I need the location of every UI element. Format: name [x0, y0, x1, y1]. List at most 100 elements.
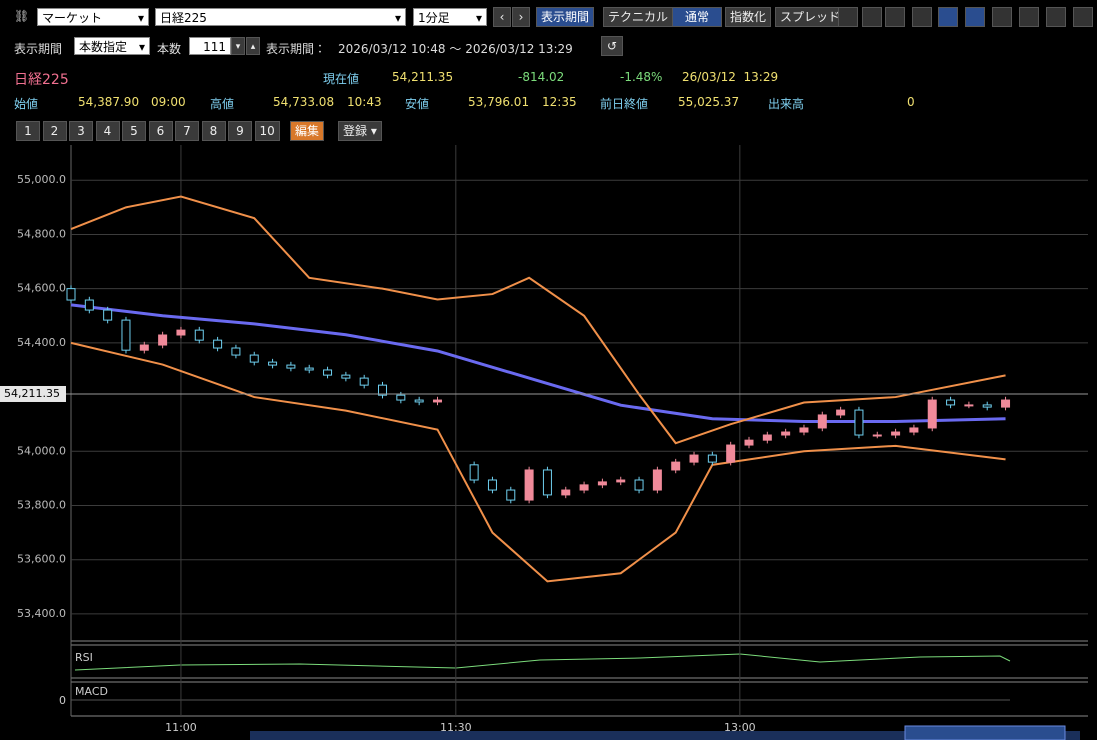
count-label: 本数 [157, 42, 182, 56]
candle-body [762, 434, 772, 441]
period-button[interactable]: 表示期間 [536, 7, 595, 27]
overlay-line [70, 195, 1006, 445]
mode-normal[interactable]: 通常 [672, 7, 722, 27]
count-input[interactable]: 111 [189, 37, 231, 55]
candle-body [726, 444, 736, 463]
low-label: 安値 [405, 97, 430, 111]
candle-body [707, 454, 717, 463]
scroll-thumb[interactable] [904, 725, 1066, 740]
candle-body [982, 404, 992, 408]
preset-button[interactable]: 6 [148, 121, 173, 141]
candle-body [103, 309, 113, 321]
tool-icon[interactable] [1046, 7, 1066, 27]
candle-body [909, 427, 919, 433]
candle-body [799, 427, 809, 433]
candle-body [286, 364, 296, 369]
candle-body [487, 479, 497, 491]
tool-icon[interactable] [938, 7, 958, 27]
low: 53,796.01 [468, 95, 530, 109]
last-price-label: 54,211.35 [4, 387, 60, 400]
tool-icon[interactable] [1073, 7, 1093, 27]
interval-select[interactable]: 1分足 ▾ [413, 8, 487, 26]
mode-spread[interactable]: スプレッド [775, 7, 846, 27]
y-tick-label: 54,600.0 [17, 282, 66, 295]
last-price-tag [0, 385, 66, 402]
tool-icon[interactable] [862, 7, 882, 27]
x-tick-label: 13:00 [724, 721, 756, 734]
y-tick-label: 55,000.0 [17, 173, 66, 186]
preset-button[interactable]: 2 [42, 121, 67, 141]
market-text: マーケット [42, 11, 103, 25]
interval-text: 1分足 [418, 11, 450, 25]
high-label: 高値 [210, 97, 235, 111]
preset-button[interactable]: 8 [201, 121, 226, 141]
period-mode-select[interactable]: 本数指定 ▾ [74, 37, 150, 55]
preset-button[interactable]: 10 [254, 121, 280, 141]
tool-icon[interactable] [992, 7, 1012, 27]
candle-body [744, 439, 754, 446]
high: 54,733.08 [273, 95, 335, 109]
period-label: 表示期間 [14, 42, 63, 56]
candle-body [249, 354, 259, 363]
preset-button[interactable]: 7 [175, 121, 199, 141]
rsi-label: RSI [75, 651, 93, 664]
volume-label: 出来高 [768, 97, 805, 111]
tool-icon[interactable] [838, 7, 858, 27]
candle-body [616, 479, 626, 483]
candle-body [121, 319, 131, 351]
preset-button[interactable]: 1 [16, 121, 40, 141]
overlay-line [70, 341, 1006, 583]
candle-body [817, 414, 827, 429]
candle-body [378, 384, 388, 396]
preset-button[interactable]: 5 [122, 121, 146, 141]
candle-body [854, 409, 864, 436]
preset-button[interactable]: 9 [228, 121, 252, 141]
scrollbar [250, 731, 1080, 740]
tool-icon[interactable] [885, 7, 905, 27]
volume: 0 [907, 95, 915, 109]
technical-button[interactable]: テクニカル [603, 7, 674, 27]
candle-body [891, 431, 901, 436]
candle-body [213, 339, 223, 349]
candle-body [341, 374, 351, 379]
mode-index[interactable]: 指数化 [725, 7, 772, 27]
range-text: 2026/03/12 10:48 ～ 2026/03/12 13:29 [338, 42, 573, 56]
count-up[interactable]: ▴ [246, 37, 260, 55]
preset-button[interactable]: 3 [69, 121, 93, 141]
tool-icon[interactable] [912, 7, 932, 27]
prev-button[interactable]: ‹ [493, 7, 511, 27]
register-button[interactable]: 登録 ▾ [338, 121, 382, 141]
candle-body [432, 399, 442, 403]
candle-body [781, 431, 791, 436]
reset-button[interactable]: ↺ [601, 36, 623, 56]
edit-button[interactable]: 編集 [290, 121, 325, 141]
candle-body [414, 399, 424, 403]
price-label: 現在値 [323, 72, 360, 86]
candle-body [671, 461, 681, 471]
candle-body [524, 469, 534, 501]
change: -814.02 [518, 70, 565, 84]
y-tick-label: 54,800.0 [17, 227, 66, 240]
tool-icon[interactable] [1019, 7, 1039, 27]
candle-body [946, 399, 956, 406]
candle-body [304, 367, 314, 371]
candle-body [836, 409, 846, 416]
symbol-select[interactable]: 日経225 ▾ [155, 8, 406, 26]
link-icon[interactable]: ⛓ [14, 9, 30, 23]
tool-icon[interactable] [965, 7, 985, 27]
open: 54,387.90 [78, 95, 140, 109]
preset-button[interactable]: 4 [95, 121, 120, 141]
price: 54,211.35 [392, 70, 454, 84]
x-tick-label: 11:30 [440, 721, 472, 734]
next-button[interactable]: › [512, 7, 530, 27]
candle-body [506, 489, 516, 501]
candle-body [561, 489, 571, 496]
market-select[interactable]: マーケット ▾ [37, 8, 149, 26]
timestamp: 26/03/12 13:29 [682, 70, 779, 84]
open-label: 始値 [14, 97, 39, 111]
x-tick-label: 11:00 [165, 721, 197, 734]
candle-body [964, 404, 974, 407]
candle-body [652, 469, 662, 491]
count-down[interactable]: ▾ [231, 37, 245, 55]
